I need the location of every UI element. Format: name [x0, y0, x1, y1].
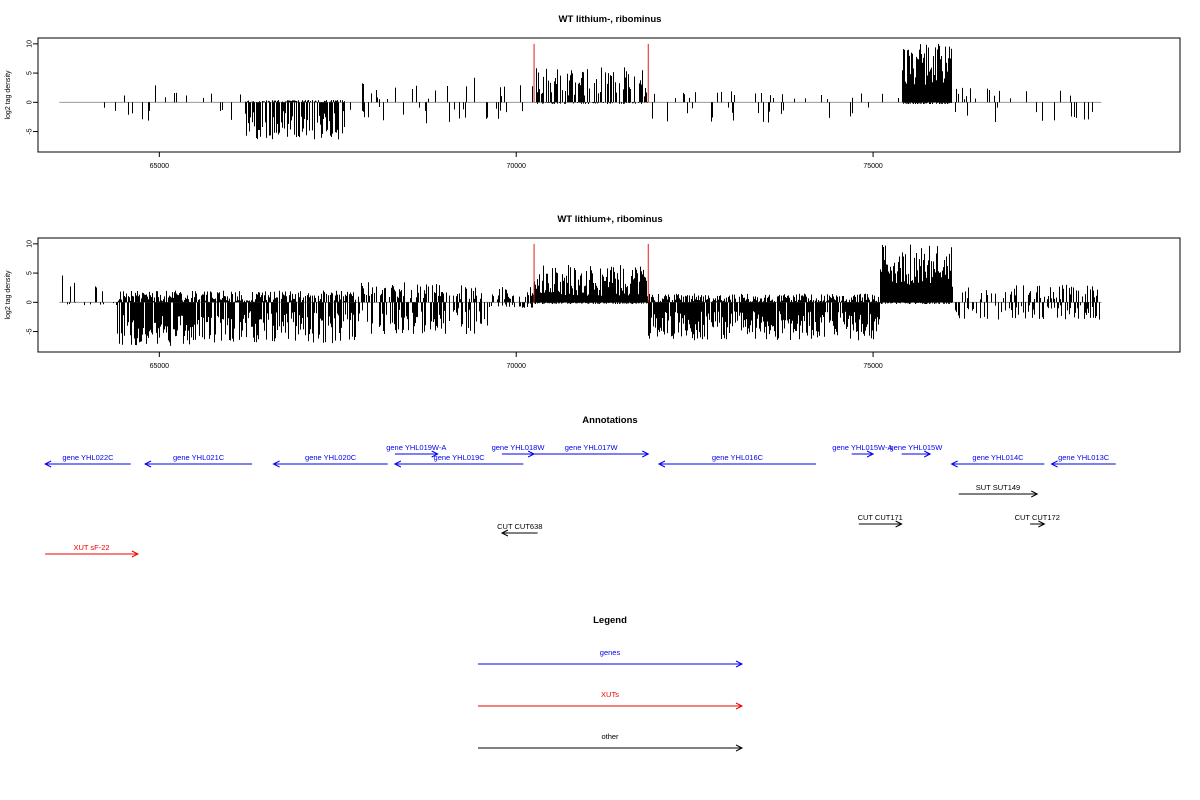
annotation-arrow-3 — [394, 450, 439, 458]
legend: Legend genes XUTs other — [478, 615, 744, 752]
y-tick-label: 5 — [27, 71, 34, 75]
density-bars — [104, 43, 1093, 140]
annotation-label: gene YHL015W-A — [832, 443, 892, 452]
annotation-label: gene YHL019C — [434, 453, 486, 462]
x-tick-label: 70000 — [506, 363, 526, 370]
chart-title: WT lithium+, ribominus — [557, 214, 662, 225]
y-tick-label: 0 — [27, 300, 34, 304]
annotation-label: gene YHL022C — [62, 453, 114, 462]
annotation-label: CUT CUT638 — [497, 522, 542, 531]
y-tick-label: 5 — [27, 271, 34, 275]
y-tick-label: -5 — [27, 128, 34, 134]
x-tick-label: 70000 — [506, 163, 526, 170]
annotation-arrow-16 — [45, 550, 140, 558]
annotation-label: gene YHL016C — [712, 453, 764, 462]
annotation-label: CUT CUT171 — [858, 513, 903, 522]
annotation-arrow-15 — [500, 529, 538, 537]
legend-label: other — [601, 732, 619, 741]
legend-arrow-gene — [478, 660, 744, 668]
annotation-label: gene YHL020C — [305, 453, 357, 462]
x-tick-label: 75000 — [863, 163, 883, 170]
annotation-label: gene YHL015W — [889, 443, 943, 452]
annotations-track: Annotations gene YHL022C gene YHL021C gene… — [44, 415, 1116, 558]
annotation-arrow-14 — [1030, 520, 1046, 528]
x-tick-label: 65000 — [150, 363, 170, 370]
annotation-label: gene YHL014C — [972, 453, 1024, 462]
annotation-arrow-7 — [657, 460, 816, 468]
density-bars — [62, 244, 1100, 346]
annotation-arrow-13 — [858, 520, 903, 528]
legend-title: Legend — [593, 615, 627, 626]
annotation-arrow-4 — [393, 460, 524, 468]
annotation-arrow-1 — [143, 460, 253, 468]
annotation-label: XUT sF-22 — [73, 543, 109, 552]
legend-label: XUTs — [601, 690, 619, 699]
annotation-label: gene YHL018W — [492, 443, 546, 452]
annotation-label: gene YHL013C — [1058, 453, 1110, 462]
plot-frame — [37, 237, 1181, 353]
y-tick-label: 10 — [27, 240, 34, 248]
annotation-arrow-10 — [950, 460, 1045, 468]
y-tick-label: -5 — [27, 328, 34, 334]
annotation-label: CUT CUT172 — [1015, 513, 1060, 522]
plot-panel-lithium-minus: WT lithium-, ribominus 10 5 0 -5 log2 tag den… — [5, 14, 1181, 170]
annotation-label: gene YHL019W-A — [386, 443, 446, 452]
chart-title: WT lithium-, ribominus — [559, 14, 662, 25]
y-axis-label: log2 tag density — [5, 270, 12, 320]
legend-arrow-other — [478, 744, 744, 752]
annotation-arrow-8 — [851, 450, 875, 458]
annotation-arrow-2 — [272, 460, 388, 468]
annotations-title: Annotations — [582, 415, 637, 426]
annotation-arrow-11 — [1050, 460, 1116, 468]
plot-panel-lithium-plus: WT lithium+, ribominus 10 5 0 -5 log2 tag den… — [5, 214, 1181, 370]
annotation-label: SUT SUT149 — [976, 483, 1020, 492]
annotation-arrow-0 — [44, 460, 131, 468]
legend-label: genes — [600, 648, 621, 657]
x-tick-label: 75000 — [863, 363, 883, 370]
legend-arrow-xut — [478, 702, 744, 710]
y-tick-label: 0 — [27, 100, 34, 104]
y-tick-label: 10 — [27, 40, 34, 48]
plot-frame — [37, 37, 1181, 153]
annotation-arrow-9 — [901, 450, 932, 458]
y-axis-label: log2 tag density — [5, 70, 12, 120]
annotation-label: gene YHL021C — [173, 453, 225, 462]
annotation-label: gene YHL017W — [565, 443, 619, 452]
annotation-arrow-12 — [958, 490, 1039, 498]
x-tick-label: 65000 — [150, 163, 170, 170]
annotation-arrow-6 — [534, 450, 650, 458]
